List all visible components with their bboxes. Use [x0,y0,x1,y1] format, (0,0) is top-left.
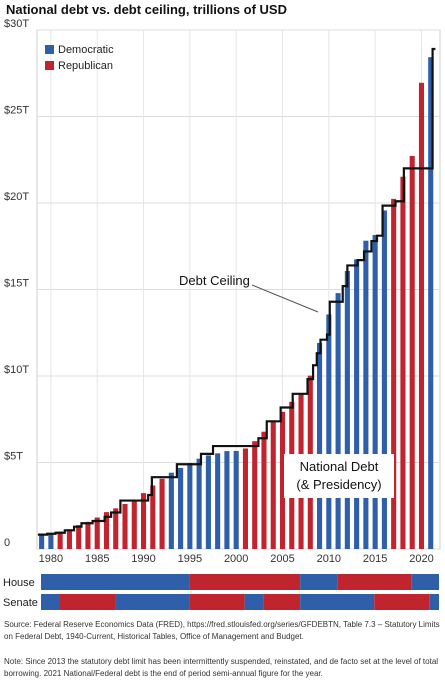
debt-bar [196,458,202,549]
debt-bar [48,533,54,549]
debt-bar [215,453,221,549]
debt-bar [279,411,286,549]
debt-bar [381,210,387,549]
debt-bar [178,467,184,549]
x-tick-label: 1990 [131,553,155,565]
debt-bar [94,517,100,549]
debt-bar [187,463,193,549]
debt-bar [66,529,72,549]
annotation-background [284,454,394,498]
x-tick-label: 2020 [409,553,433,565]
strip-segment-senate [244,594,264,610]
debt-bar [205,455,211,549]
debt-bar [391,198,397,549]
debt-bar [131,499,137,549]
strip-label-house: House [3,577,35,589]
x-tick-label: 1980 [39,553,63,565]
strip-segment-house [411,574,439,590]
strip-segment-senate [115,594,190,610]
strip-segment-house [300,574,338,590]
strip-segment-senate [300,594,375,610]
debt-bar [57,531,63,549]
debt-bar [150,485,156,549]
debt-bar [103,512,110,549]
debt-bar [335,293,341,549]
debt-bar [344,270,350,549]
debt-bar [363,240,369,550]
debt-bar [113,508,119,549]
strip-segment-senate [374,594,430,610]
debt-bar [326,314,332,549]
annotation-debt-ceiling: Debt Ceiling [179,273,250,288]
debt-bar [409,155,415,549]
annotation-leader-line [251,284,319,313]
debt-bar [270,421,276,549]
x-tick-label: 2015 [363,553,387,565]
debt-bar [372,235,378,549]
chart-title: National debt vs. debt ceiling, trillion… [6,2,287,17]
debt-bar [354,259,360,549]
debt-bar [224,451,230,549]
y-tick-label: $30T [4,18,29,30]
y-tick-label: $25T [4,105,29,117]
debt-bar [140,493,147,549]
debt-bar [242,448,248,549]
strip-segment-senate [59,594,116,610]
debt-bar [122,504,128,549]
y-tick-label: $20T [4,191,29,203]
legend-label-republican: Republican [58,60,113,72]
strip-segment-senate [263,594,301,610]
source-text: Source: Federal Reserve Economics Data (… [4,620,440,641]
y-tick-label: $5T [4,451,23,463]
strip-segment-senate [189,594,245,610]
debt-bar [233,450,239,549]
legend-swatch-republican [45,61,54,70]
debt-bar [400,176,406,550]
debt-bar [76,525,82,549]
legend-swatch-democratic [45,45,54,54]
y-tick-label: $15T [4,278,29,290]
debt-bar [252,441,258,549]
strip-label-senate: Senate [3,597,38,609]
debt-bar [261,431,267,549]
y-tick-label: $10T [4,364,29,376]
annotation-national-debt: National Debt [300,459,379,474]
x-tick-label: 1995 [178,553,202,565]
x-tick-label: 2010 [317,553,341,565]
y-tick-label: 0 [4,537,10,549]
debt-chart: 0 $5T $10T $15T $20T $25T $30T 1980 1985 1990 1995… [3,18,441,610]
note-text: Note: Since 2013 the statutory debt limi… [4,657,439,678]
strip-segment-senate [429,594,439,610]
strip-segment-house [189,574,301,590]
legend-label-democratic: Democratic [58,44,114,56]
annotation-presidency: (& Presidency) [296,477,381,492]
debt-bar [317,342,323,549]
debt-ceiling-line [37,47,436,536]
strip-segment-house [41,574,190,590]
strip-segment-house [337,574,412,590]
x-tick-label: 2000 [224,553,248,565]
debt-bar [428,57,434,549]
strip-segment-senate [41,594,60,610]
debt-bar [85,521,91,549]
debt-bar [418,82,425,549]
debt-bar [159,478,165,549]
x-tick-label: 1985 [85,553,109,565]
x-tick-label: 2005 [270,553,294,565]
debt-bar [168,472,174,549]
debt-bar [39,534,45,549]
